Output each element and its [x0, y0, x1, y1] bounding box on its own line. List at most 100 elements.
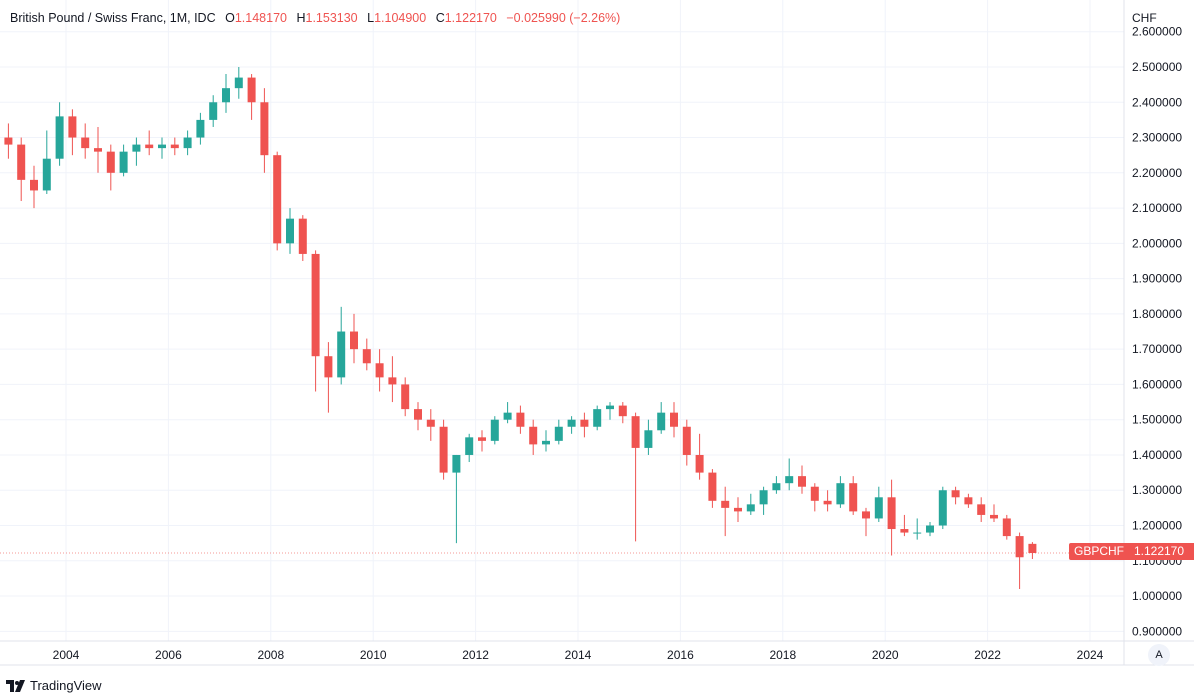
candle-body — [106, 151, 115, 173]
candle-body — [68, 116, 77, 138]
candle — [439, 419, 448, 480]
candle-body — [170, 144, 179, 149]
price-tick-label: 2.200000 — [1132, 166, 1182, 180]
candle — [951, 486, 960, 505]
candle-body — [862, 511, 870, 519]
candle-body — [734, 507, 742, 512]
price-tick-label: 1.900000 — [1132, 272, 1182, 286]
candle — [977, 497, 986, 522]
candle-body — [951, 490, 960, 498]
time-tick-label: 2004 — [53, 648, 80, 662]
candle — [234, 67, 243, 99]
auto-scale-button[interactable]: A — [1148, 644, 1170, 666]
candle — [132, 137, 141, 166]
open-value: 1.148170 — [234, 11, 287, 25]
candle — [887, 479, 896, 556]
candle-body — [657, 412, 666, 431]
candle-body — [452, 454, 461, 473]
candle-body — [42, 158, 51, 191]
candle-body — [900, 529, 909, 533]
candle-body — [721, 500, 730, 508]
chart-legend: British Pound / Swiss Franc, 1M, IDC O1.… — [10, 11, 621, 25]
candle — [938, 486, 947, 530]
candle — [1028, 542, 1037, 560]
candle-body — [30, 179, 38, 191]
candle-body — [132, 144, 141, 152]
price-tick-label: 1.200000 — [1132, 519, 1182, 533]
candle — [862, 507, 870, 537]
candle — [618, 402, 627, 424]
low-value: 1.104900 — [374, 11, 427, 25]
price-tick-label: 1.600000 — [1132, 377, 1182, 391]
price-tick-label: 2.600000 — [1132, 25, 1182, 39]
candle — [708, 469, 717, 508]
candle — [452, 454, 461, 544]
candle-body — [94, 148, 102, 152]
candle-body — [388, 377, 397, 385]
candle-body — [644, 430, 653, 448]
candle-body — [746, 504, 755, 512]
candle-body — [785, 476, 794, 484]
time-tick-label: 2018 — [769, 648, 796, 662]
candle — [81, 123, 90, 159]
candle — [874, 486, 883, 522]
candle — [478, 430, 486, 452]
candle-body — [938, 490, 947, 526]
time-axis[interactable]: 2004 2006 2008 2010 2012 2014 2016 2018 2020 2022… — [53, 648, 1104, 662]
candle — [362, 338, 371, 371]
candle — [337, 306, 346, 385]
candle — [183, 130, 192, 156]
candle — [542, 430, 550, 452]
candle — [810, 483, 819, 512]
candle — [657, 402, 666, 434]
price-tick-label: 2.100000 — [1132, 201, 1182, 215]
candle-body — [554, 426, 563, 441]
candle-body — [567, 419, 576, 427]
change-value: −0.025990 (−2.26%) — [506, 11, 621, 25]
candle — [554, 419, 563, 445]
candle — [222, 74, 230, 113]
candle-body — [1028, 543, 1037, 554]
time-tick-label: 2010 — [360, 648, 387, 662]
price-tick-label: 1.300000 — [1132, 483, 1182, 497]
candle — [606, 402, 614, 420]
candle-body — [209, 102, 218, 120]
candle-body — [490, 419, 499, 441]
candle-body — [55, 116, 64, 159]
candle — [260, 88, 269, 173]
candle — [42, 130, 51, 194]
candle-body — [260, 102, 269, 156]
candle-body — [222, 88, 230, 103]
candle — [772, 476, 781, 494]
candle — [682, 419, 691, 466]
candle-body — [823, 500, 832, 505]
price-tick-label: 1.700000 — [1132, 342, 1182, 356]
candle — [311, 250, 320, 392]
candle — [759, 486, 768, 515]
candle — [30, 165, 38, 209]
candle — [68, 109, 77, 156]
candles — [4, 67, 1037, 589]
candle — [145, 130, 154, 156]
currency-label: CHF — [1132, 11, 1157, 25]
candle — [414, 402, 422, 431]
candle-body — [286, 218, 294, 244]
candle-body — [350, 331, 358, 350]
candle-body — [439, 426, 448, 473]
candle-body — [593, 409, 602, 427]
symbol-title: British Pound / Swiss Franc, 1M, IDC — [10, 11, 216, 25]
candle-body — [426, 419, 435, 427]
candle-body — [682, 426, 691, 455]
time-tick-label: 2022 — [974, 648, 1001, 662]
candle-body — [1015, 536, 1024, 558]
close-value: 1.122170 — [444, 11, 497, 25]
tradingview-logo[interactable]: TradingView — [6, 678, 102, 693]
price-tick-label: 2.400000 — [1132, 95, 1182, 109]
candle — [247, 74, 256, 120]
candle — [734, 497, 742, 522]
price-chart[interactable]: CHF 2.600000 2.500000 2.400000 2.300000 2.20… — [0, 0, 1194, 670]
time-tick-label: 2006 — [155, 648, 182, 662]
candle-body — [874, 497, 883, 519]
candle-body — [516, 412, 525, 427]
candle — [170, 137, 179, 156]
